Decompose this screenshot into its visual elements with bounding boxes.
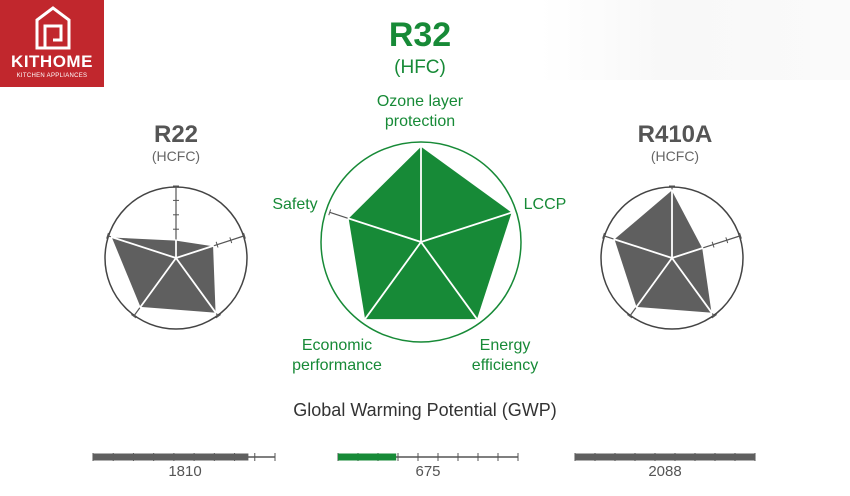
r22-title: R22 [153, 121, 199, 148]
r22-radar-edge-2 [139, 306, 217, 314]
r22-radar-axis-1-inner [175, 244, 214, 259]
r22-radar-axis-1-outer [213, 235, 245, 247]
r22-radar-axis-3-tick [130, 314, 137, 319]
r32-radar-edge-0 [420, 145, 513, 213]
axis-label-energy-line2: efficiency [471, 357, 539, 374]
axis-label-ozone-line2: protection [384, 113, 456, 130]
r22-radar-edge-0 [175, 239, 214, 247]
r32-radar-axis-4-outer [329, 211, 349, 219]
r410a-radar-axis-3-outer [629, 307, 637, 317]
r32-radar-axis-3-inner [363, 241, 422, 321]
r32-radar-edge-1 [476, 212, 513, 320]
r22-radar-axis-1-tick [243, 232, 246, 239]
r410a-radar-axis-1-tick [739, 232, 742, 239]
axis-label-ozone-line1: Ozone layer [376, 93, 464, 110]
gwp-value-r32: 675 [415, 463, 441, 480]
r410a-radar-edge-3 [613, 238, 637, 308]
axis-label-energy-line1: Energy [479, 337, 531, 354]
r32-radar-axis-4-tick [328, 209, 332, 216]
logo-tagline: KITCHEN APPLIANCES [16, 73, 88, 79]
axis-label-energy: Energy efficiency [450, 336, 560, 376]
r22-radar-axis-2-inner [175, 257, 217, 314]
r22-radar-edge-1 [213, 245, 217, 314]
r32-subtitle: (HFC) [394, 57, 446, 78]
axis-label-lccp: LCCP [523, 196, 567, 213]
r22-radar-axis-2-tick [215, 314, 222, 319]
r22-subtitle: (HCFC) [151, 148, 201, 164]
axis-label-economic: Economic performance [272, 336, 402, 376]
r410a-radar-axis-3-inner [635, 257, 673, 309]
r410a-radar-axis-1-inner [671, 247, 704, 259]
r22-radar-edge-4 [110, 236, 177, 241]
r32-radar-edge-4 [347, 145, 422, 219]
gwp-bar-r410a [575, 453, 755, 461]
house-logo-icon [35, 6, 71, 50]
r410a-radar-axis-2-tick [711, 314, 718, 319]
r410a-radar-axis-2-outer [711, 312, 715, 317]
r410a-radar-edge-2 [635, 306, 713, 314]
r32-title: R32 [388, 16, 452, 54]
axis-label-ozone: Ozone layer protection [350, 92, 490, 132]
axis-label-economic-line2: performance [292, 357, 382, 374]
r32-radar-axis-1-inner [420, 211, 513, 243]
gwp-value-r22: 1810 [168, 463, 202, 480]
r32-radar-axis-4-inner [347, 217, 422, 243]
r32-radar-edge-3 [347, 218, 366, 320]
gwp-title: Global Warming Potential (GWP) [293, 400, 557, 420]
r22-radar-axis-4-tick [106, 232, 109, 239]
r410a-radar-edge-0 [671, 189, 704, 249]
r410a-radar-axis-3-tick [626, 314, 633, 319]
r410a-radar-axis-4-inner [613, 238, 673, 259]
r32-radar-axis-2-inner [420, 241, 479, 321]
r410a-radar-axis-4-tick [602, 232, 605, 239]
gwp-value-r410a: 2088 [648, 463, 682, 480]
r22-radar-axis-4-outer [107, 235, 112, 238]
r410a-radar-axis-1-tick [725, 237, 729, 244]
r22-radar-axis-3-outer [133, 307, 141, 317]
r410a-radar-axis-1-outer [702, 235, 741, 249]
r22-radar-axis-4-inner [110, 236, 177, 259]
axis-label-safety: Safety [272, 196, 318, 213]
r22-radar-axis-2-outer [215, 312, 219, 317]
r22-radar-edge-3 [110, 236, 141, 308]
logo-name: KITHOME [11, 52, 93, 71]
r410a-radar-axis-2-inner [671, 257, 713, 314]
r22-radar-axis-1-tick [215, 241, 219, 248]
r410a-title: R410A [637, 121, 713, 148]
r22-radar-axis-3-inner [139, 257, 177, 309]
r32-radar-outer-circle [320, 141, 522, 343]
r410a-radar-area [613, 189, 713, 314]
r410a-radar-edge-4 [613, 189, 673, 240]
axis-label-economic-line1: Economic [301, 337, 373, 354]
r22-radar-axis-1-tick [229, 237, 233, 244]
r410a-radar-edge-1 [702, 247, 713, 314]
r32-radar-area [348, 146, 513, 320]
gwp-bar-r22 [93, 453, 249, 461]
gwp-bar-r32 [338, 453, 397, 461]
brand-logo: KITHOME KITCHEN APPLIANCES [0, 0, 104, 87]
r410a-radar-axis-4-outer [603, 235, 614, 240]
r410a-subtitle: (HCFC) [650, 148, 700, 164]
background-haze [540, 0, 850, 80]
r410a-radar-axis-1-tick [711, 241, 715, 248]
